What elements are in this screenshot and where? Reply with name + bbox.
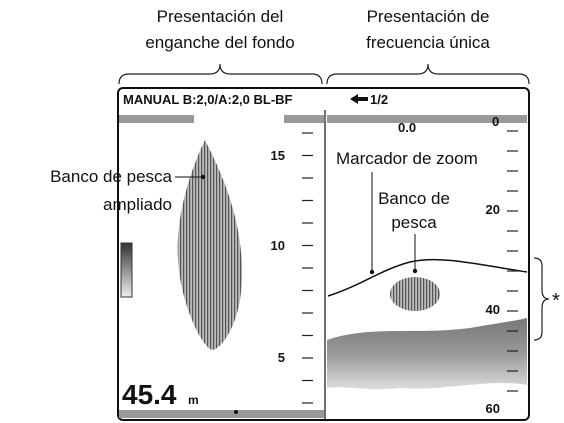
header-left: Presentación del — [157, 7, 284, 26]
fish-label: pesca — [391, 213, 437, 232]
marker-dot — [234, 410, 238, 414]
page: Presentación del enganche del fondo Pres… — [0, 0, 564, 423]
brace — [327, 64, 529, 84]
header-right: frecuencia única — [366, 33, 490, 52]
scale-label: 0 — [492, 114, 499, 129]
brace — [534, 258, 549, 340]
diagram: Presentación del enganche del fondo Pres… — [0, 0, 564, 423]
top-reading: 0.0 — [398, 120, 416, 135]
depth-unit: m — [188, 393, 199, 407]
header-left: enganche del fondo — [145, 33, 294, 52]
leader-dot — [201, 175, 205, 179]
bar — [119, 115, 194, 123]
scale-label: 10 — [271, 238, 285, 253]
bracket-label: * — [552, 290, 560, 312]
scale-label: 15 — [271, 148, 285, 163]
brace — [119, 64, 322, 84]
status-mode: MANUAL B:2,0/A:2,0 BL-BF — [123, 92, 293, 107]
scale-label: 5 — [278, 350, 285, 365]
bar — [119, 410, 324, 418]
fish-echo — [390, 277, 440, 311]
scale-label: 60 — [486, 401, 500, 416]
bar — [284, 115, 324, 123]
scale-label: 40 — [486, 302, 500, 317]
depth-readout: 45.4 — [122, 379, 177, 410]
leader-dot — [413, 269, 417, 273]
scale-label: 20 — [486, 202, 500, 217]
header-right: Presentación de — [367, 7, 490, 26]
fish-label: Banco de — [378, 189, 450, 208]
zoom-marker-label: Marcador de zoom — [336, 149, 478, 168]
status-page: 1/2 — [370, 92, 388, 107]
callout: ampliado — [103, 195, 172, 214]
color-bar — [121, 243, 132, 297]
leader-dot — [370, 270, 374, 274]
callout: Banco de pesca — [50, 167, 172, 186]
